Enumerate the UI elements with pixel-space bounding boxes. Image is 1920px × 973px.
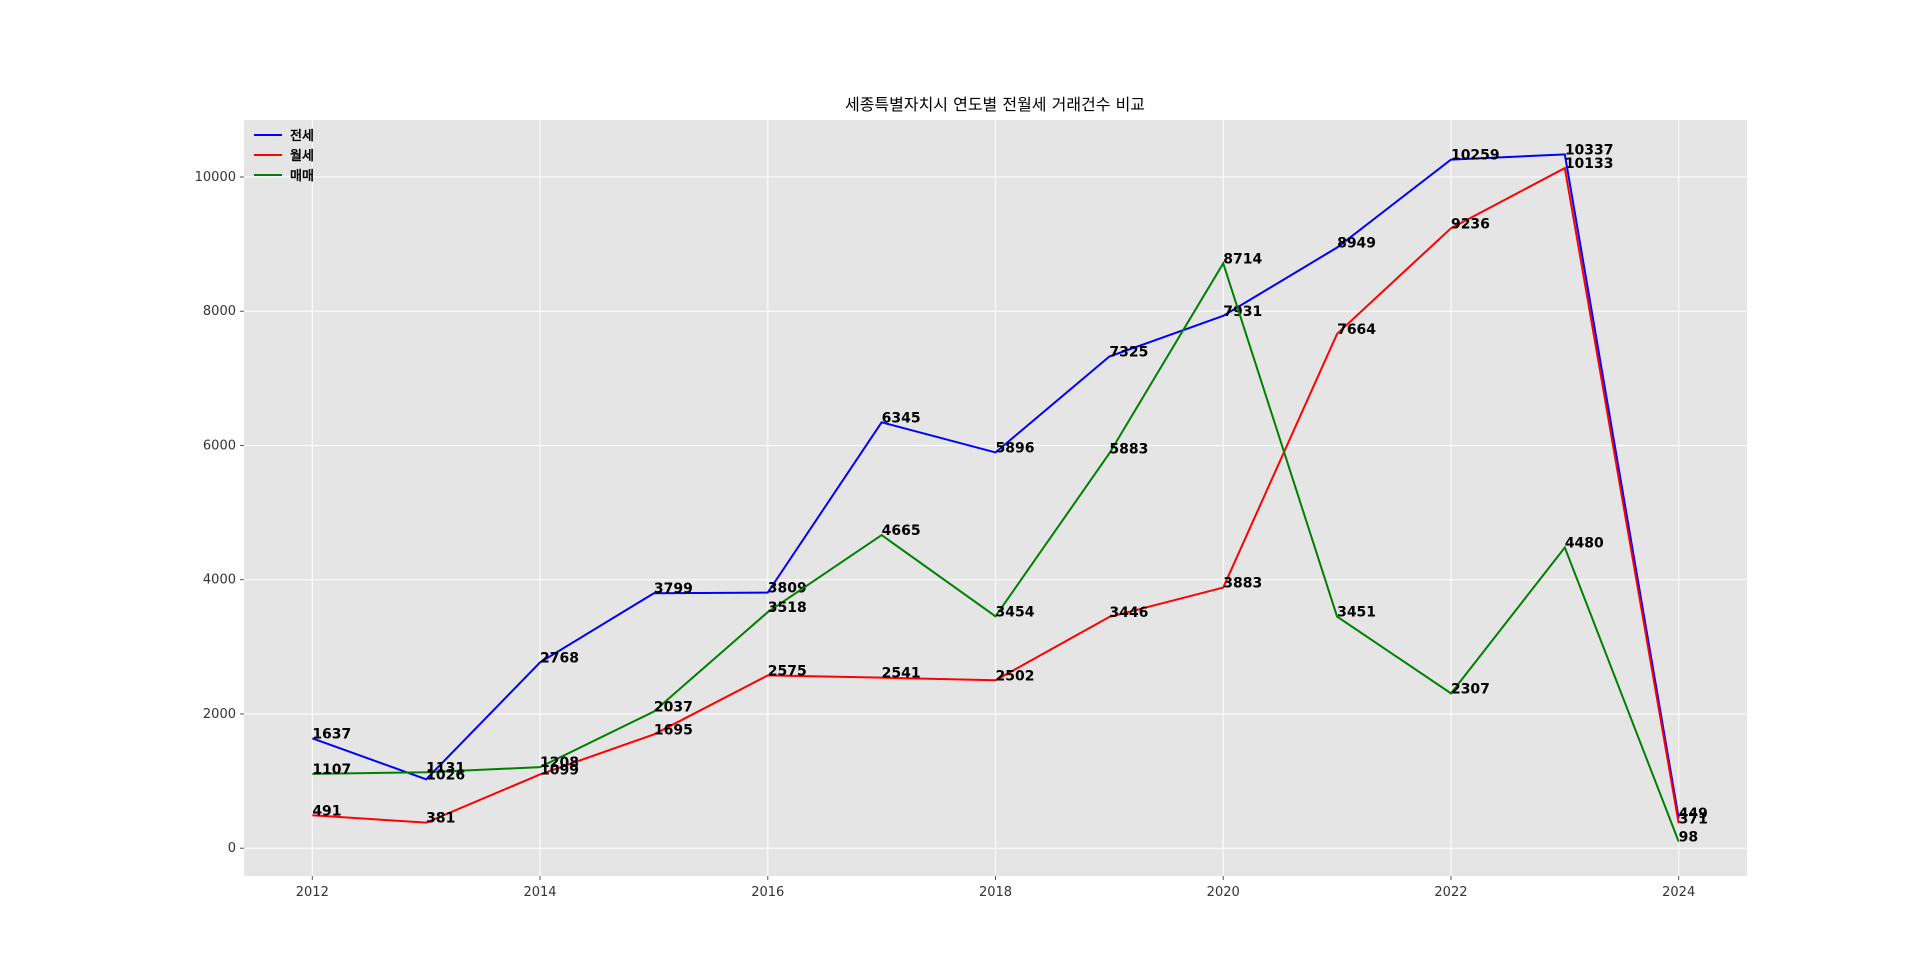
x-tick-label: 2024 [1662,885,1695,900]
x-tick-label: 2012 [296,885,329,900]
value-label: 3446 [1109,605,1148,621]
value-label: 7931 [1223,304,1262,320]
series-line [311,153,1680,819]
value-label: 3518 [768,600,807,616]
value-label: 98 [1679,830,1698,846]
value-label: 491 [312,803,341,819]
value-label: 4665 [882,523,921,539]
value-label: 449 [1679,806,1708,822]
x-tick-label: 2022 [1434,885,1467,900]
value-label: 2502 [996,668,1035,684]
value-label: 9236 [1451,216,1490,232]
value-label: 381 [426,811,455,827]
value-label: 5883 [1109,441,1148,457]
value-label: 371 [1679,811,1708,827]
y-tick-label: 10000 [195,170,236,185]
value-label: 8714 [1223,251,1262,267]
legend-label: 전세 [290,128,314,144]
value-label: 3454 [996,604,1035,620]
value-label: 1099 [540,762,579,778]
x-tick-label: 2020 [1207,885,1240,900]
legend-label: 매매 [290,169,314,184]
y-tick-label: 2000 [203,707,236,722]
series-line [312,260,1680,842]
value-label: 3799 [654,581,693,597]
value-label: 1695 [654,722,693,738]
value-label: 3451 [1337,605,1376,621]
value-label: 3883 [1223,576,1262,592]
value-label: 2541 [882,666,921,682]
value-label: 1131 [426,760,465,776]
value-label: 6345 [882,410,921,426]
x-tick-label: 2016 [751,885,784,900]
value-label: 7664 [1337,322,1376,338]
y-tick-label: 4000 [203,573,236,588]
value-label: 10337 [1565,142,1614,158]
value-label: 2307 [1451,681,1490,697]
value-label: 10133 [1565,156,1614,172]
x-tick-label: 2014 [523,885,556,900]
y-tick-label: 8000 [203,304,236,319]
series-line [312,166,1680,824]
x-tick-label: 2018 [979,885,1012,900]
y-tick-label: 6000 [203,438,236,453]
value-label: 5896 [996,440,1035,456]
value-label: 7325 [1109,345,1148,361]
legend-label: 월세 [290,148,314,164]
chart-title: 세종특별자치시 연도별 전월세 거래건수 비교 [845,95,1145,114]
value-label: 8949 [1337,236,1376,252]
value-label: 4480 [1565,536,1604,552]
value-label: 1107 [312,762,351,778]
value-label: 2575 [768,663,807,679]
value-label: 1637 [312,726,351,742]
value-label: 2037 [654,699,693,715]
y-tick-label: 0 [228,841,236,856]
value-label: 1208 [540,755,579,771]
value-label: 10259 [1451,148,1500,164]
value-label: 2768 [540,650,579,666]
